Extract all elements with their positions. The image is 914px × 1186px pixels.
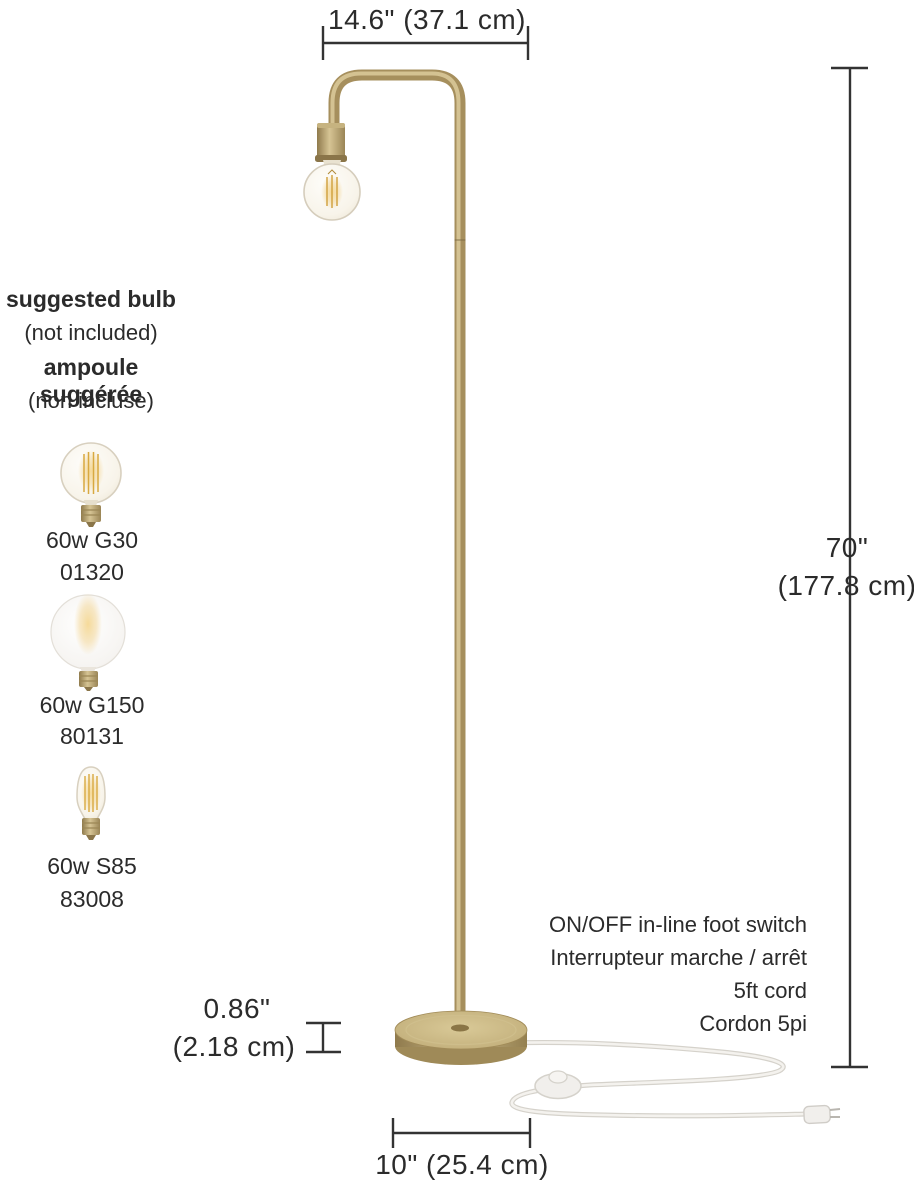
feature-line-cord-fr: Cordon 5pi <box>699 1011 807 1036</box>
height-dimension-inches: 70" <box>825 532 869 563</box>
bulb-option-1-code: 01320 <box>60 559 124 585</box>
suggested-bulb-heading-en: suggested bulb <box>6 286 176 312</box>
suggested-bulb-subheading-en: (not included) <box>24 320 158 345</box>
lamp-bulb-filament <box>326 169 338 208</box>
pole-seam <box>454 239 466 241</box>
power-plug <box>803 1104 841 1125</box>
pole-collar <box>451 1024 469 1032</box>
dimension-line-height <box>831 66 868 1069</box>
base-width-dimension-label: 10" (25.4 cm) <box>375 1149 549 1180</box>
edison-teardrop-bulb-icon <box>76 766 106 840</box>
dimension-line-base-height <box>306 1021 341 1054</box>
dimension-line-base-width <box>391 1118 532 1148</box>
height-dimension-cm: (177.8 cm) <box>777 570 914 601</box>
globe-clear-filament-bulb-icon <box>60 442 122 527</box>
bulb-socket <box>315 123 347 162</box>
feature-line-foot-switch-fr: Interrupteur marche / arrêt <box>550 945 807 970</box>
dimension-line-arm-width <box>321 26 530 60</box>
suggested-bulb-subheading-fr: (non incluse) <box>28 388 154 413</box>
bulb-option-3-code: 83008 <box>60 886 124 912</box>
bulb-option-1-name: 60w G30 <box>45 527 139 553</box>
arm-width-dimension-label: 14.6" (37.1 cm) <box>328 4 526 35</box>
foot-switch <box>534 1070 582 1100</box>
feature-line-cord-en: 5ft cord <box>733 978 807 1003</box>
bulb-option-2-name: 60w G150 <box>39 692 145 718</box>
bulb-option-2-code: 80131 <box>60 723 124 749</box>
feature-line-foot-switch-en: ON/OFF in-line foot switch <box>549 912 807 937</box>
base-height-dimension-cm: (2.18 cm) <box>172 1031 296 1062</box>
suggested-bulb-heading-fr: ampoule suggérée <box>39 354 143 407</box>
bulb-option-3-name: 60w S85 <box>47 853 137 879</box>
power-cord <box>509 1039 811 1119</box>
lamp-bulb <box>303 160 361 221</box>
feature-text-block: ON/OFF in-line foot switch Interrupteur … <box>549 908 807 1040</box>
base-height-dimension-inches: 0.86" <box>203 993 271 1024</box>
globe-frosted-bulb-icon <box>50 593 126 691</box>
lamp-arm-and-pole <box>328 69 466 1032</box>
lamp-base <box>394 1010 528 1065</box>
plug-prongs <box>829 1108 841 1118</box>
